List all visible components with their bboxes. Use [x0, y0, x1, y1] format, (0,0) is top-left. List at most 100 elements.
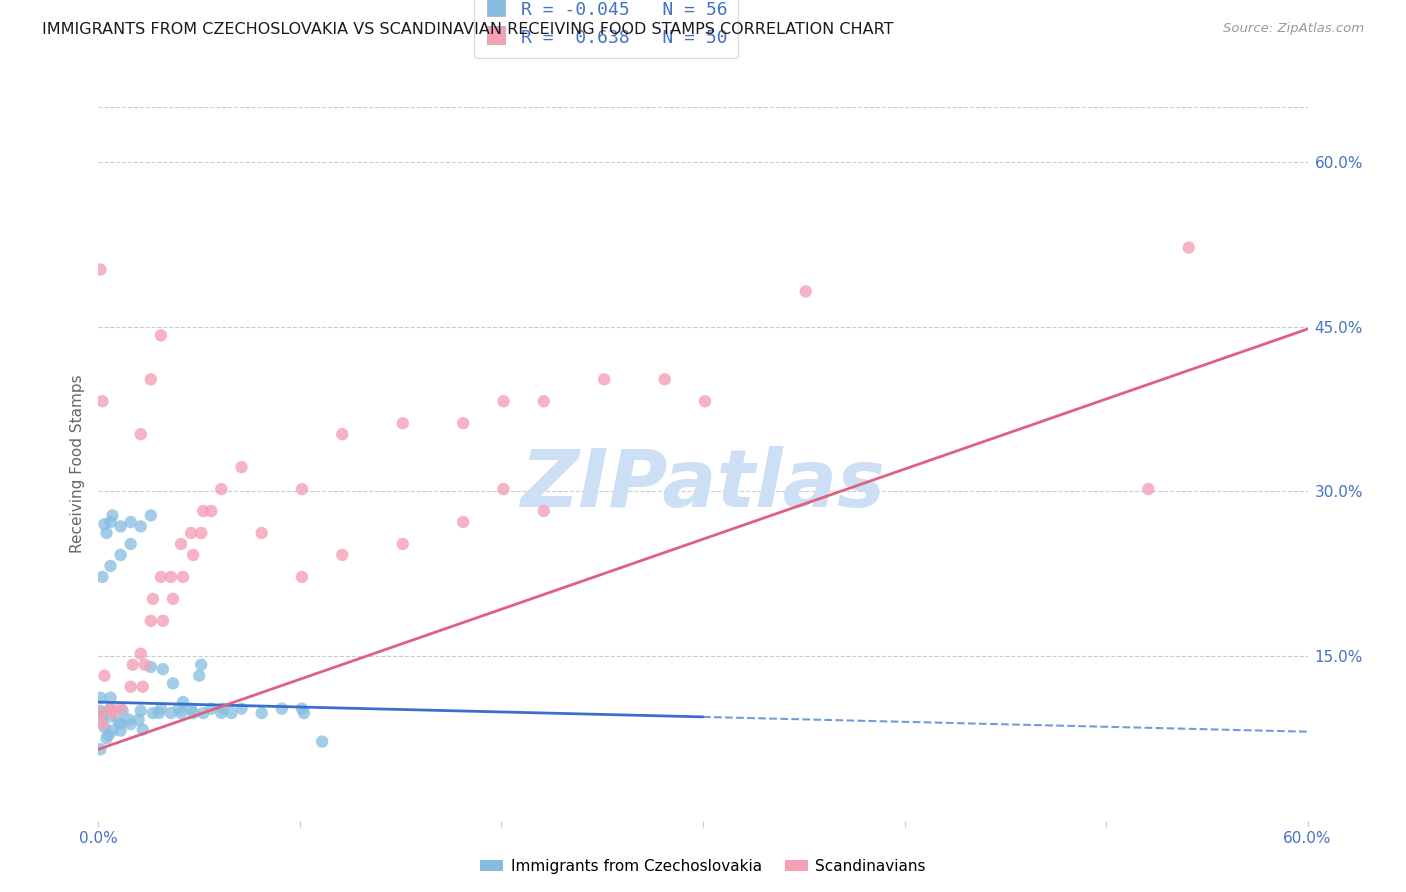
- Point: [172, 695, 194, 709]
- Point: [139, 508, 162, 523]
- Text: Source: ZipAtlas.com: Source: ZipAtlas.com: [1223, 22, 1364, 36]
- Point: [100, 515, 122, 529]
- Point: [89, 706, 111, 720]
- Point: [533, 504, 555, 518]
- Point: [120, 717, 142, 731]
- Point: [134, 657, 156, 672]
- Point: [91, 709, 114, 723]
- Point: [193, 504, 215, 518]
- Point: [794, 285, 817, 299]
- Point: [180, 701, 202, 715]
- Point: [451, 416, 474, 430]
- Point: [93, 517, 115, 532]
- Point: [160, 706, 183, 720]
- Point: [330, 548, 353, 562]
- Point: [132, 680, 155, 694]
- Point: [111, 704, 134, 718]
- Point: [110, 723, 132, 738]
- Point: [107, 714, 129, 729]
- Point: [451, 515, 474, 529]
- Point: [292, 706, 315, 720]
- Point: [190, 526, 212, 541]
- Point: [152, 614, 174, 628]
- Point: [110, 701, 132, 715]
- Point: [100, 709, 122, 723]
- Point: [100, 558, 122, 573]
- Point: [250, 706, 273, 720]
- Point: [181, 706, 204, 720]
- Point: [330, 427, 353, 442]
- Legend: Immigrants from Czechoslovakia, Scandinavians: Immigrants from Czechoslovakia, Scandina…: [474, 853, 932, 880]
- Point: [93, 720, 115, 734]
- Point: [270, 701, 292, 715]
- Point: [291, 570, 314, 584]
- Point: [149, 328, 172, 343]
- Point: [250, 526, 273, 541]
- Point: [221, 706, 243, 720]
- Text: IMMIGRANTS FROM CZECHOSLOVAKIA VS SCANDINAVIAN RECEIVING FOOD STAMPS CORRELATION: IMMIGRANTS FROM CZECHOSLOVAKIA VS SCANDI…: [42, 22, 894, 37]
- Point: [96, 526, 118, 541]
- Point: [100, 690, 122, 705]
- Point: [1177, 241, 1199, 255]
- Point: [100, 701, 122, 715]
- Point: [129, 427, 152, 442]
- Point: [110, 548, 132, 562]
- Point: [101, 723, 124, 738]
- Point: [593, 372, 616, 386]
- Text: ZIPatlas: ZIPatlas: [520, 446, 886, 524]
- Point: [132, 723, 155, 737]
- Point: [200, 701, 222, 715]
- Point: [129, 647, 152, 661]
- Point: [209, 482, 232, 496]
- Point: [139, 614, 162, 628]
- Point: [148, 706, 170, 720]
- Point: [128, 713, 150, 727]
- Point: [91, 394, 114, 409]
- Point: [91, 717, 114, 731]
- Point: [152, 662, 174, 676]
- Point: [231, 701, 253, 715]
- Point: [110, 717, 132, 731]
- Point: [100, 701, 122, 715]
- Point: [162, 676, 184, 690]
- Point: [149, 701, 172, 715]
- Point: [200, 504, 222, 518]
- Point: [120, 537, 142, 551]
- Point: [180, 526, 202, 541]
- Y-axis label: Receiving Food Stamps: Receiving Food Stamps: [69, 375, 84, 553]
- Point: [89, 690, 111, 705]
- Point: [291, 701, 314, 715]
- Point: [89, 742, 111, 756]
- Point: [121, 657, 143, 672]
- Point: [110, 519, 132, 533]
- Point: [188, 669, 211, 683]
- Point: [391, 416, 413, 430]
- Point: [190, 657, 212, 672]
- Point: [89, 262, 111, 277]
- Point: [97, 728, 120, 742]
- Point: [181, 548, 204, 562]
- Point: [291, 482, 314, 496]
- Point: [129, 519, 152, 533]
- Point: [654, 372, 676, 386]
- Point: [693, 394, 716, 409]
- Point: [120, 515, 142, 529]
- Point: [142, 591, 165, 606]
- Point: [1137, 482, 1160, 496]
- Point: [89, 704, 111, 718]
- Point: [91, 570, 114, 584]
- Point: [162, 591, 184, 606]
- Legend: R = -0.045   N = 56, R =  0.638   N = 50: R = -0.045 N = 56, R = 0.638 N = 50: [474, 0, 738, 58]
- Point: [139, 660, 162, 674]
- Point: [101, 706, 124, 720]
- Point: [129, 704, 152, 718]
- Point: [160, 570, 183, 584]
- Point: [120, 680, 142, 694]
- Point: [209, 706, 232, 720]
- Point: [149, 570, 172, 584]
- Point: [391, 537, 413, 551]
- Point: [533, 394, 555, 409]
- Point: [231, 460, 253, 475]
- Point: [172, 570, 194, 584]
- Point: [492, 394, 515, 409]
